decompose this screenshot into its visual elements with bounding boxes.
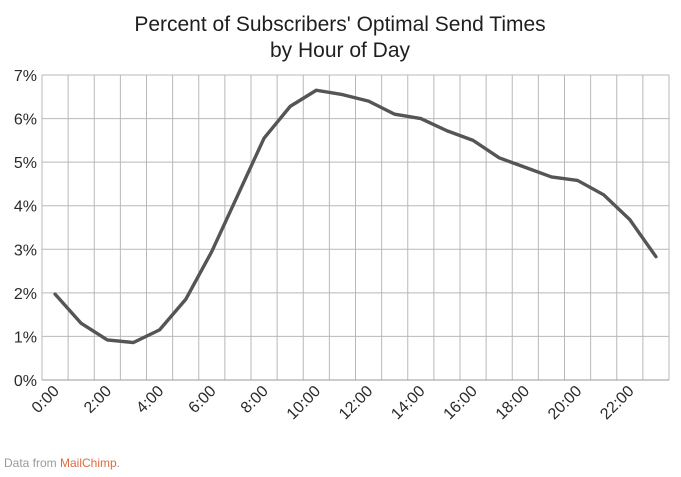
x-tick-label: 20:00 xyxy=(545,383,585,423)
x-tick-label: 4:00 xyxy=(133,383,167,417)
y-tick-label: 6% xyxy=(14,112,37,129)
y-tick-label: 3% xyxy=(14,242,37,259)
x-tick-label: 6:00 xyxy=(186,383,220,417)
y-tick-label: 5% xyxy=(14,155,37,172)
x-tick-label: 12:00 xyxy=(336,383,376,423)
x-tick-label: 10:00 xyxy=(284,383,324,423)
source-prefix: Data from xyxy=(4,456,61,470)
y-tick-label: 0% xyxy=(14,373,37,390)
x-tick-label: 22:00 xyxy=(597,383,637,423)
y-tick-label: 2% xyxy=(14,286,37,303)
x-tick-label: 8:00 xyxy=(238,383,272,417)
chart-title-line-2: by Hour of Day xyxy=(270,39,411,62)
x-tick-label: 18:00 xyxy=(493,383,533,423)
y-tick-label: 1% xyxy=(14,329,37,346)
source-brand: MailChimp xyxy=(60,456,117,470)
source-suffix: . xyxy=(116,456,121,470)
x-tick-label: 14:00 xyxy=(388,383,428,423)
source-note: Data from MailChimp. xyxy=(4,456,120,470)
grid xyxy=(41,74,670,381)
x-tick-label: 16:00 xyxy=(441,383,481,423)
series-line xyxy=(53,88,658,345)
x-axis-tick-labels: 0:00 2:00 4:00 6:00 8:00 10:00 12:00 14:00 16:00… xyxy=(29,383,638,423)
y-tick-label: 4% xyxy=(14,199,37,216)
y-tick-label: 7% xyxy=(14,68,37,85)
series-layer xyxy=(53,88,658,345)
y-axis-tick-labels: 0% 1% 2% 3% 4% 5% 6% 7% xyxy=(14,68,37,390)
x-tick-label: 2:00 xyxy=(81,383,115,417)
chart-title-line-1: Percent of Subscribers' Optimal Send Tim… xyxy=(134,13,545,36)
